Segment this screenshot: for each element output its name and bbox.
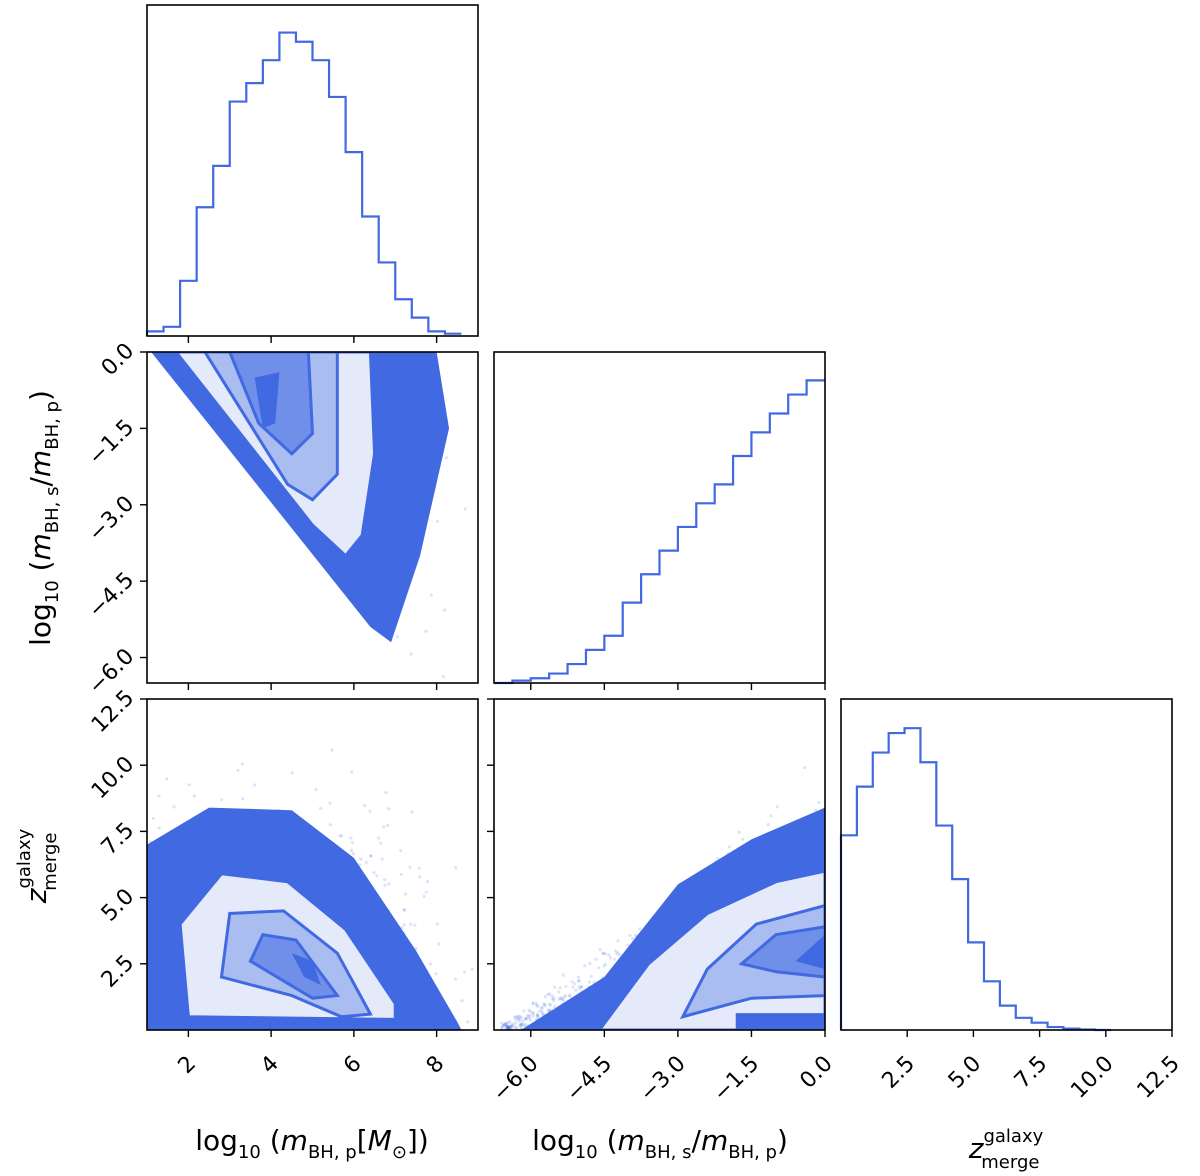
mass-ratio-ytick-label: 0.0 xyxy=(97,339,139,381)
mass-zmerge-xtick-label: 8 xyxy=(422,1051,450,1079)
panel-frame-bottom-left xyxy=(146,698,479,1031)
mass-zmerge-xtick-label: 6 xyxy=(339,1051,367,1079)
y-axis-label-ratio: log10 (mBH, s/mBH, p) xyxy=(24,390,63,646)
hist-zmerge-xtick-label: 12.5 xyxy=(1133,1051,1185,1103)
mass-zmerge-ytick-label: 10.0 xyxy=(87,752,139,804)
mass-zmerge-xtick-label: 4 xyxy=(256,1051,284,1079)
x-axis-label-ratio: log10 (mBH, s/mBH, p) xyxy=(532,1124,788,1163)
mass-zmerge-xtick-label: 2 xyxy=(174,1051,202,1079)
ratio-zmerge-xtick-label: −3.0 xyxy=(635,1051,690,1106)
hist-zmerge-xtick-label: 5.0 xyxy=(944,1051,986,1093)
mass-ratio-ytick-label: −1.5 xyxy=(84,415,139,470)
panel-frame-top-left xyxy=(146,4,479,337)
histogram-ratio-line xyxy=(494,379,825,685)
mass-ratio-ytick-label: −6.0 xyxy=(84,644,139,699)
density-band xyxy=(735,1013,825,1030)
panel-frame-middle-left xyxy=(146,351,479,684)
density-peak xyxy=(254,372,280,429)
mass-ratio-ytick-label: −4.5 xyxy=(84,568,139,623)
hist-zmerge-xtick-label: 7.5 xyxy=(1010,1051,1052,1093)
density-panel-mass-vs-ratio xyxy=(151,352,467,679)
ratio-zmerge-xtick-label: −4.5 xyxy=(562,1051,617,1106)
density-peak xyxy=(291,953,321,985)
ratio-zmerge-xtick-label: −6.0 xyxy=(488,1051,543,1106)
histogram-zmerge-line xyxy=(839,727,1112,1032)
panel-frame-middle-center xyxy=(493,351,826,684)
mass-zmerge-ytick-label: 5.0 xyxy=(97,884,139,926)
hist-zmerge-xtick-label: 10.0 xyxy=(1066,1051,1118,1103)
mass-ratio-ytick-label: −3.0 xyxy=(84,491,139,546)
density-peak xyxy=(795,934,825,970)
ratio-zmerge-xtick-label: −1.5 xyxy=(709,1051,764,1106)
density-panel-ratio-vs-zmerge xyxy=(499,766,825,1030)
x-axis-label-zmerge: zgalaxy merge xyxy=(968,1126,1044,1173)
mass-zmerge-ytick-label: 2.5 xyxy=(97,950,139,992)
ratio-zmerge-xtick-label: 0.0 xyxy=(795,1051,837,1093)
density-panel-mass-vs-zmerge xyxy=(147,748,474,1030)
hist-zmerge-xtick-label: 2.5 xyxy=(878,1051,920,1093)
panel-frame-bottom-right xyxy=(840,698,1173,1031)
histogram-mass-line xyxy=(145,31,462,336)
y-axis-label-zmerge: zgalaxy merge xyxy=(14,828,61,904)
contour-3 xyxy=(738,925,825,979)
panel-frame-bottom-center xyxy=(493,698,826,1031)
mass-zmerge-ytick-label: 7.5 xyxy=(97,818,139,860)
x-axis-label-mass: log10 (mBH, p[M⊙]) xyxy=(195,1124,429,1163)
